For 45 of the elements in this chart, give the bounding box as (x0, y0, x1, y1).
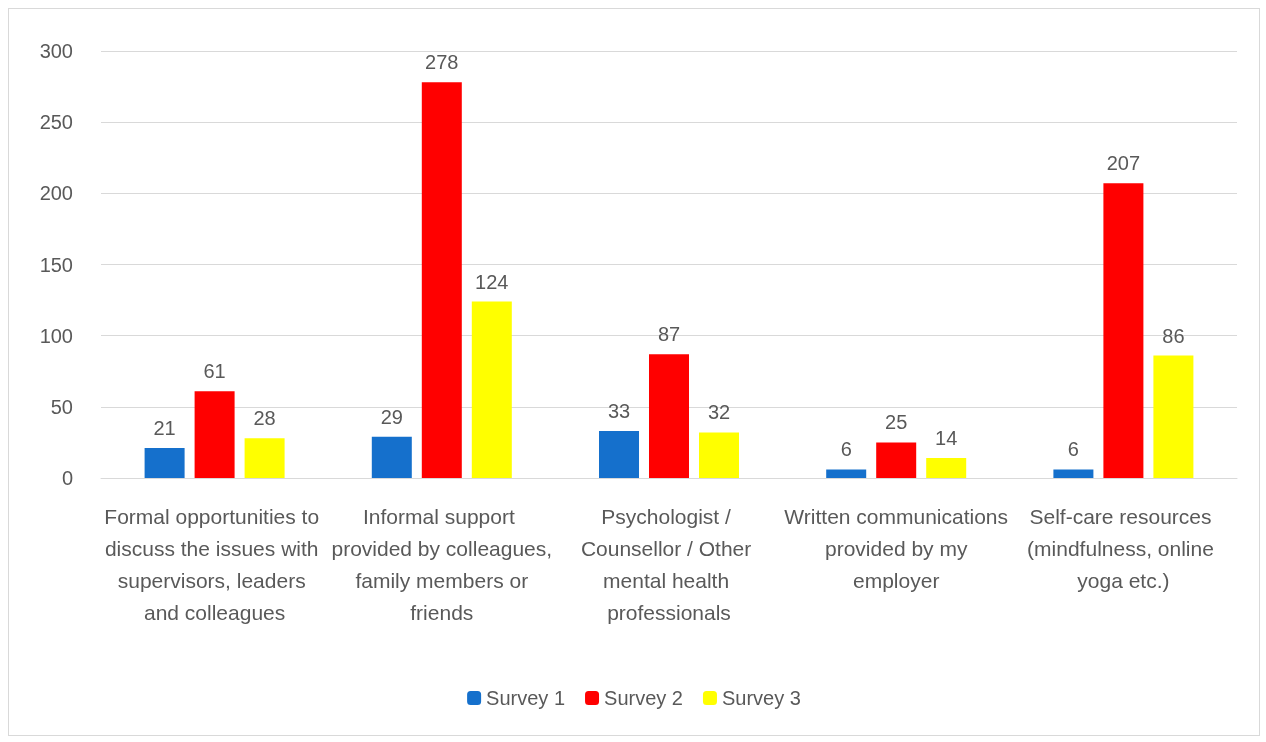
data-label: 87 (657, 323, 681, 346)
data-label: 21 (153, 417, 176, 440)
data-label: 207 (1106, 152, 1141, 175)
bar (471, 301, 512, 478)
y-tick-label: 150 (39, 253, 73, 276)
bar (699, 432, 739, 478)
bar (599, 431, 639, 478)
bar (244, 438, 285, 478)
y-tick-label: 250 (39, 111, 73, 134)
x-tick-label: Written communications provided by my employer (784, 504, 1009, 592)
data-label: 278 (425, 51, 459, 74)
bar (421, 82, 462, 478)
data-label: 32 (707, 401, 731, 424)
bar (926, 458, 967, 478)
x-tick-label: Formal opportunities to discuss the issues with supervisors, leaders and colleagues (104, 504, 325, 624)
bar (144, 448, 185, 478)
x-tick-label: Self-care resources (mindfulness, online yoga etc.) (1027, 504, 1220, 592)
data-label: 29 (380, 405, 403, 428)
data-label: 28 (253, 407, 276, 430)
legend-label: Survey 2 (604, 687, 683, 709)
data-label: 25 (885, 411, 908, 434)
bar (371, 436, 412, 478)
x-tick-label: Psychologist / Counsellor / Other mental health professionals (580, 504, 758, 624)
y-tick-label: 200 (39, 182, 73, 205)
data-label: 14 (935, 427, 958, 450)
legend-label: Survey 3 (721, 687, 801, 709)
bar (194, 391, 235, 478)
data-label: 6 (1067, 438, 1079, 461)
bar (649, 354, 689, 478)
bar (826, 469, 867, 478)
bar (876, 442, 917, 478)
y-tick-label: 100 (39, 324, 73, 347)
y-tick-label: 0 (61, 467, 73, 489)
bar (1103, 183, 1144, 478)
x-tick-label: Informal support provided by colleagues, family members or friends (331, 504, 553, 624)
data-label: 6 (840, 438, 852, 461)
y-tick-label: 50 (50, 395, 73, 418)
bar (1053, 469, 1094, 478)
data-label: 33 (607, 400, 631, 423)
bar (1153, 355, 1194, 478)
legend-label: Survey 1 (486, 687, 566, 709)
data-label: 124 (475, 270, 509, 293)
data-label: 61 (203, 360, 226, 383)
y-tick-label: 300 (39, 40, 73, 62)
data-label: 86 (1162, 324, 1185, 347)
